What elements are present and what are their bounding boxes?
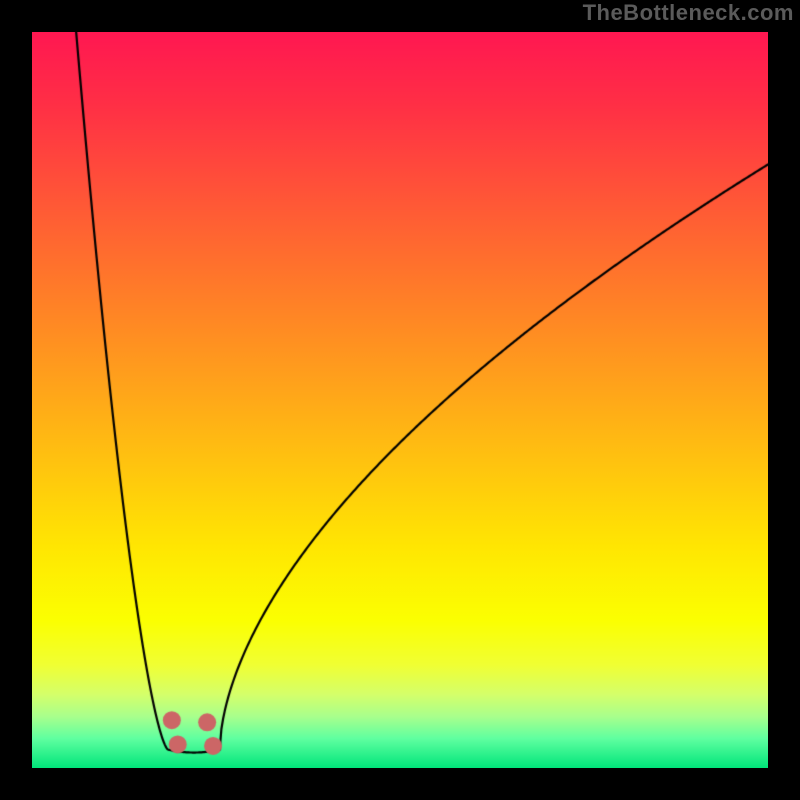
data-point-markers	[32, 32, 768, 768]
figure-root: TheBottleneck.com	[0, 0, 800, 800]
plot-area	[32, 32, 768, 768]
watermark: TheBottleneck.com	[583, 0, 794, 26]
